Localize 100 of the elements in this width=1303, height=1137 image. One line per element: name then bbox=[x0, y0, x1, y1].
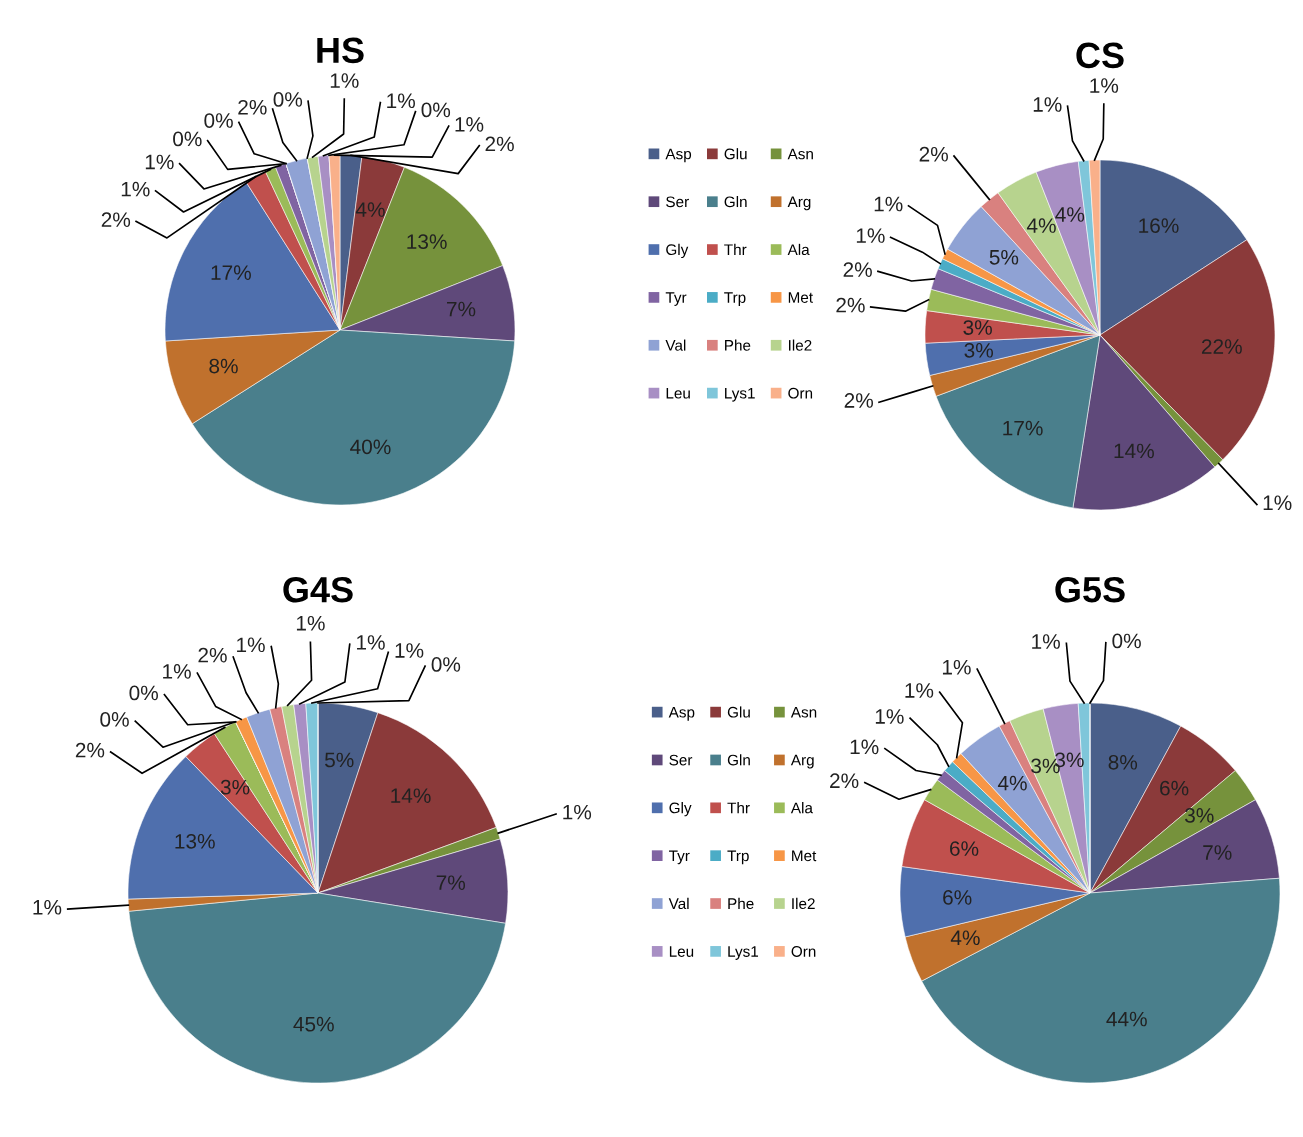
data-label: 6% bbox=[1160, 780, 1189, 796]
legend-label: Val bbox=[668, 897, 689, 910]
legend-label: Ala bbox=[790, 802, 813, 814]
legend-label: Glu bbox=[724, 148, 747, 160]
data-label: 3% bbox=[1185, 808, 1214, 823]
legend-label: Gly bbox=[666, 243, 689, 259]
data-label: 1% bbox=[875, 709, 904, 724]
legend-label: Ser bbox=[666, 196, 689, 208]
data-label: 45% bbox=[293, 1016, 334, 1032]
data-label: 2% bbox=[75, 742, 105, 758]
legend-label: Leu bbox=[666, 387, 690, 399]
legend-label: Arg bbox=[790, 754, 814, 769]
legend-label: Gln bbox=[724, 195, 747, 208]
data-label: 1% bbox=[33, 900, 62, 915]
legend-label: Tyr bbox=[669, 850, 690, 865]
data-label: 17% bbox=[211, 265, 251, 280]
legend-label: Orn bbox=[791, 946, 816, 957]
legend-label: Val bbox=[665, 339, 686, 351]
data-label: 4% bbox=[997, 775, 1027, 791]
chart-title: CS bbox=[1076, 42, 1124, 69]
legend-label: Lys1 bbox=[725, 387, 755, 402]
data-label: 1% bbox=[455, 117, 484, 132]
data-label: 2% bbox=[238, 99, 267, 115]
data-label: 3% bbox=[963, 320, 992, 335]
data-label: 1% bbox=[1033, 97, 1062, 112]
data-label: 17% bbox=[1003, 420, 1043, 436]
data-label: 14% bbox=[1114, 443, 1154, 459]
data-label: 22% bbox=[1201, 339, 1242, 354]
data-label: 1% bbox=[942, 659, 971, 675]
data-label: 2% bbox=[101, 212, 131, 227]
data-label: 4% bbox=[355, 202, 385, 217]
legend-label: Asp bbox=[665, 148, 692, 163]
legend-label: Lys1 bbox=[728, 946, 759, 960]
data-label: 3% bbox=[220, 779, 250, 795]
legend-label: Trp bbox=[724, 292, 746, 306]
data-label: 8% bbox=[209, 358, 238, 374]
data-label: 1% bbox=[121, 181, 150, 197]
legend-label: Met bbox=[792, 850, 817, 862]
text: 0% bbox=[173, 131, 202, 147]
data-label: 2% bbox=[485, 136, 514, 152]
text: 0% bbox=[204, 113, 233, 128]
legend-label: Ile2 bbox=[792, 897, 815, 910]
data-label: 2% bbox=[836, 297, 865, 313]
data-label: 7% bbox=[447, 301, 476, 317]
data-label: 13% bbox=[175, 833, 215, 849]
data-label: 4% bbox=[1055, 207, 1085, 222]
text: 0% bbox=[421, 102, 451, 118]
data-label: 1% bbox=[387, 93, 415, 109]
legend-label: Thr bbox=[724, 243, 747, 255]
legend-label: Met bbox=[788, 292, 813, 303]
data-label: 6% bbox=[950, 841, 979, 856]
chart-title: HS bbox=[317, 37, 364, 64]
data-label: 8% bbox=[1108, 754, 1138, 770]
legend-label: Tyr bbox=[665, 292, 687, 306]
legend-label: Thr bbox=[727, 802, 750, 814]
data-label: 3% bbox=[964, 342, 994, 358]
legend-label: Ile2 bbox=[789, 339, 812, 351]
data-label: 6% bbox=[943, 890, 972, 905]
chart-title: G4S bbox=[283, 576, 353, 603]
data-label: 1% bbox=[563, 804, 592, 820]
data-label: 1% bbox=[850, 739, 879, 755]
data-label: 1% bbox=[357, 635, 385, 650]
data-label: 2% bbox=[830, 773, 859, 789]
legend-label: Gln bbox=[727, 754, 750, 766]
data-label: 1% bbox=[395, 643, 424, 658]
data-label: 16% bbox=[1139, 218, 1179, 233]
data-label: 1% bbox=[874, 196, 903, 212]
data-label: 1% bbox=[163, 664, 191, 679]
legend-label: Ala bbox=[787, 243, 810, 256]
data-label: 2% bbox=[198, 647, 227, 663]
data-label: 1% bbox=[905, 683, 934, 698]
text: 0% bbox=[273, 92, 303, 107]
legend-label: Asp bbox=[668, 706, 695, 721]
chart-title: G5S bbox=[1055, 576, 1125, 603]
text: 0% bbox=[1112, 633, 1141, 649]
legend-label: Asn bbox=[790, 706, 817, 718]
data-label: 5% bbox=[325, 752, 354, 768]
data-label: 1% bbox=[1263, 495, 1292, 511]
data-label: 1% bbox=[296, 615, 325, 631]
legend-label: Trp bbox=[727, 850, 749, 865]
text: 0% bbox=[100, 712, 129, 727]
data-label: 7% bbox=[1203, 845, 1232, 860]
data-label: 1% bbox=[145, 154, 174, 170]
data-label: 1% bbox=[1090, 78, 1119, 93]
data-label: 4% bbox=[1026, 218, 1056, 233]
data-label: 7% bbox=[436, 875, 466, 890]
data-label: 44% bbox=[1106, 1011, 1147, 1027]
legend-label: Glu bbox=[727, 706, 750, 718]
data-label: 1% bbox=[237, 637, 265, 653]
data-label: 2% bbox=[919, 146, 948, 162]
legend-label: Gly bbox=[669, 802, 692, 817]
data-label: 2% bbox=[843, 262, 872, 277]
data-label: 1% bbox=[1032, 634, 1060, 649]
data-label: 14% bbox=[391, 788, 431, 803]
data-label: 40% bbox=[350, 439, 391, 455]
legend-label: Leu bbox=[669, 946, 694, 957]
data-label: 1% bbox=[330, 73, 359, 88]
data-label: 13% bbox=[407, 234, 447, 249]
legend-label: Phe bbox=[725, 339, 751, 351]
legend-label: Ser bbox=[669, 754, 693, 766]
